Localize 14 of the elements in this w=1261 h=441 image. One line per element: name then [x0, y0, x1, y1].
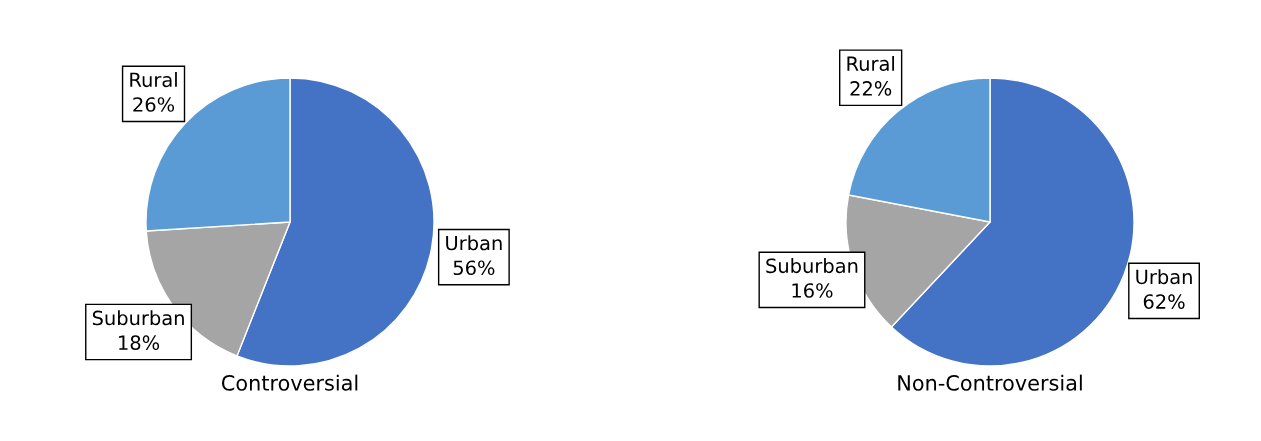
slice-label: Urban: [1136, 269, 1192, 285]
data-label: 16%: [792, 283, 833, 298]
slice-label: Suburban: [766, 258, 858, 274]
slice-label: Rural: [847, 55, 894, 72]
data-label: 62%: [1143, 294, 1185, 309]
slice-label: Urban: [446, 235, 502, 251]
slice-label: Suburban: [92, 310, 184, 326]
text: Controversial: [221, 374, 358, 391]
data-label: 56%: [453, 260, 495, 276]
slice-label: Rural: [130, 72, 177, 88]
data-label: 18%: [119, 335, 160, 351]
data-label: 26%: [133, 97, 175, 112]
data-label: 22%: [850, 81, 892, 96]
text: Non-Controversial: [898, 374, 1082, 391]
